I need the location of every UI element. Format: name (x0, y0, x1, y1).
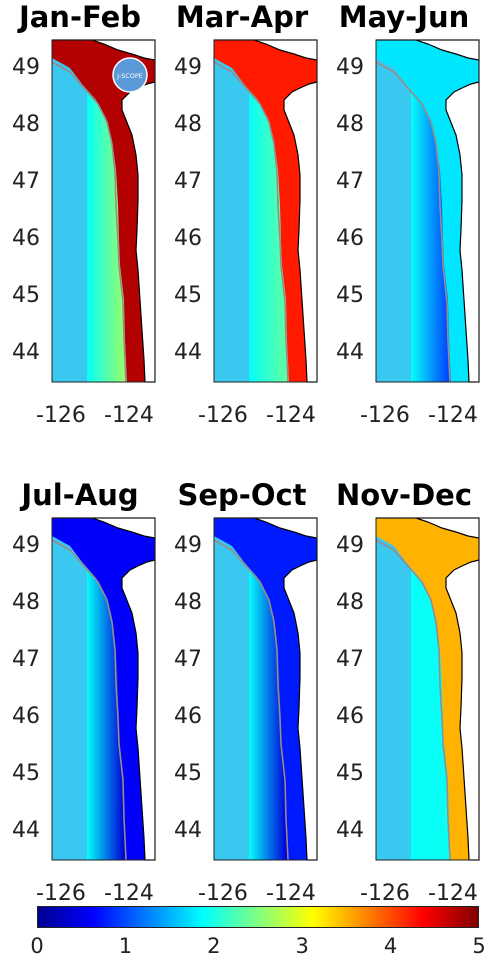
latitude-tick-label: 47 (12, 169, 40, 194)
map-panel-may-jun: May-Jun 49 48 47 46 45 44 -126 -124 (324, 0, 484, 430)
panel-title: Mar-Apr (175, 0, 309, 34)
longitude-tick-label: -124 (104, 403, 154, 428)
latitude-tick-label: 46 (12, 704, 40, 729)
map-frame (51, 517, 156, 861)
shelf-field (52, 518, 155, 860)
latitude-tick-label: 47 (174, 169, 202, 194)
latitude-tick-label: 47 (12, 647, 40, 672)
latitude-tick-label: 46 (174, 704, 202, 729)
latitude-tick-label: 47 (336, 169, 364, 194)
map-frame (213, 517, 318, 861)
colorbar-tick-label: 0 (30, 934, 44, 958)
land-mask (52, 39, 156, 383)
latitude-tick-label: 44 (174, 818, 202, 843)
latitude-tick-label: 45 (12, 283, 40, 308)
latitude-tick-label: 49 (12, 55, 40, 80)
colorbar-tick-label: 5 (472, 934, 486, 958)
latitude-tick-label: 45 (174, 761, 202, 786)
latitude-tick-label: 48 (174, 590, 202, 615)
isobath-contour (375, 539, 451, 861)
map-panel-mar-apr: Mar-Apr 49 48 47 46 45 44 -126 -124 (162, 0, 322, 430)
latitude-tick-label: 47 (174, 647, 202, 672)
latitude-tick-label: 45 (336, 761, 364, 786)
colorbar-tick-label: 3 (295, 934, 309, 958)
longitude-tick-label: -126 (198, 403, 248, 428)
shelf-field (52, 40, 155, 382)
longitude-tick-label: -126 (36, 881, 86, 906)
colorbar (37, 906, 479, 928)
colorbar-tick-label: 2 (207, 934, 221, 958)
map-field (375, 517, 480, 861)
jscope-logo: J-SCOPE (112, 57, 148, 93)
longitude-tick-label: -126 (360, 881, 410, 906)
latitude-tick-label: 44 (336, 818, 364, 843)
land-mask (376, 517, 480, 861)
latitude-tick-label: 44 (12, 340, 40, 365)
latitude-tick-label: 49 (174, 533, 202, 558)
panel-title: Sep-Oct (177, 478, 307, 512)
shelf-field (214, 518, 317, 860)
map-panel-sep-oct: Sep-Oct 49 48 47 46 45 44 -126 -124 (162, 478, 322, 908)
latitude-tick-label: 45 (174, 283, 202, 308)
colorbar-tick-label: 1 (118, 934, 133, 958)
land-mask (214, 517, 318, 861)
map-panel-jan-feb: Jan-Feb 49 48 47 46 45 44 -126 -124 J-SCOPE (0, 0, 160, 430)
land-mask (376, 39, 480, 383)
latitude-tick-label: 44 (12, 818, 40, 843)
latitude-tick-label: 45 (336, 283, 364, 308)
land-mask (52, 517, 156, 861)
map-field (213, 39, 318, 383)
latitude-tick-label: 49 (174, 55, 202, 80)
map-field (213, 517, 318, 861)
latitude-tick-label: 46 (336, 704, 364, 729)
latitude-tick-label: 46 (336, 226, 364, 251)
map-frame (213, 39, 318, 383)
shelf-field (214, 40, 317, 382)
latitude-tick-label: 49 (336, 55, 364, 80)
longitude-tick-label: -124 (428, 403, 478, 428)
latitude-tick-label: 44 (174, 340, 202, 365)
shelf-field (376, 518, 479, 860)
latitude-tick-label: 48 (336, 590, 364, 615)
longitude-tick-label: -124 (104, 881, 154, 906)
latitude-tick-label: 48 (336, 112, 364, 137)
colorbar-tick-label: 4 (383, 934, 398, 958)
map-frame (375, 517, 480, 861)
isobath-contour (51, 539, 127, 861)
svg-text:J-SCOPE: J-SCOPE (116, 72, 143, 80)
longitude-tick-label: -126 (36, 403, 86, 428)
latitude-tick-label: 47 (336, 647, 364, 672)
map-frame (51, 39, 156, 383)
map-field: J-SCOPE (51, 39, 156, 383)
latitude-tick-label: 44 (336, 340, 364, 365)
isobath-contour (213, 61, 289, 383)
isobath-contour (51, 61, 127, 383)
latitude-tick-label: 48 (174, 112, 202, 137)
map-field (51, 517, 156, 861)
panel-title: Nov-Dec (335, 478, 473, 512)
panel-title: Jan-Feb (18, 0, 142, 34)
latitude-tick-label: 49 (336, 533, 364, 558)
panel-title: Jul-Aug (21, 478, 139, 512)
longitude-tick-label: -126 (360, 403, 410, 428)
latitude-tick-label: 48 (12, 112, 40, 137)
latitude-tick-label: 45 (12, 761, 40, 786)
latitude-tick-label: 46 (174, 226, 202, 251)
map-panel-nov-dec: Nov-Dec 49 48 47 46 45 44 -126 -124 (324, 478, 484, 908)
map-frame (375, 39, 480, 383)
longitude-tick-label: -124 (266, 403, 316, 428)
panel-title: May-Jun (338, 0, 470, 34)
shelf-field (376, 40, 479, 382)
latitude-tick-label: 46 (12, 226, 40, 251)
land-mask (214, 39, 318, 383)
isobath-contour (375, 61, 451, 383)
latitude-tick-label: 49 (12, 533, 40, 558)
map-panel-jul-aug: Jul-Aug 49 48 47 46 45 44 -126 -124 (0, 478, 160, 908)
map-field (375, 39, 480, 383)
isobath-contour (213, 539, 289, 861)
longitude-tick-label: -126 (198, 881, 248, 906)
longitude-tick-label: -124 (428, 881, 478, 906)
latitude-tick-label: 48 (12, 590, 40, 615)
longitude-tick-label: -124 (266, 881, 316, 906)
